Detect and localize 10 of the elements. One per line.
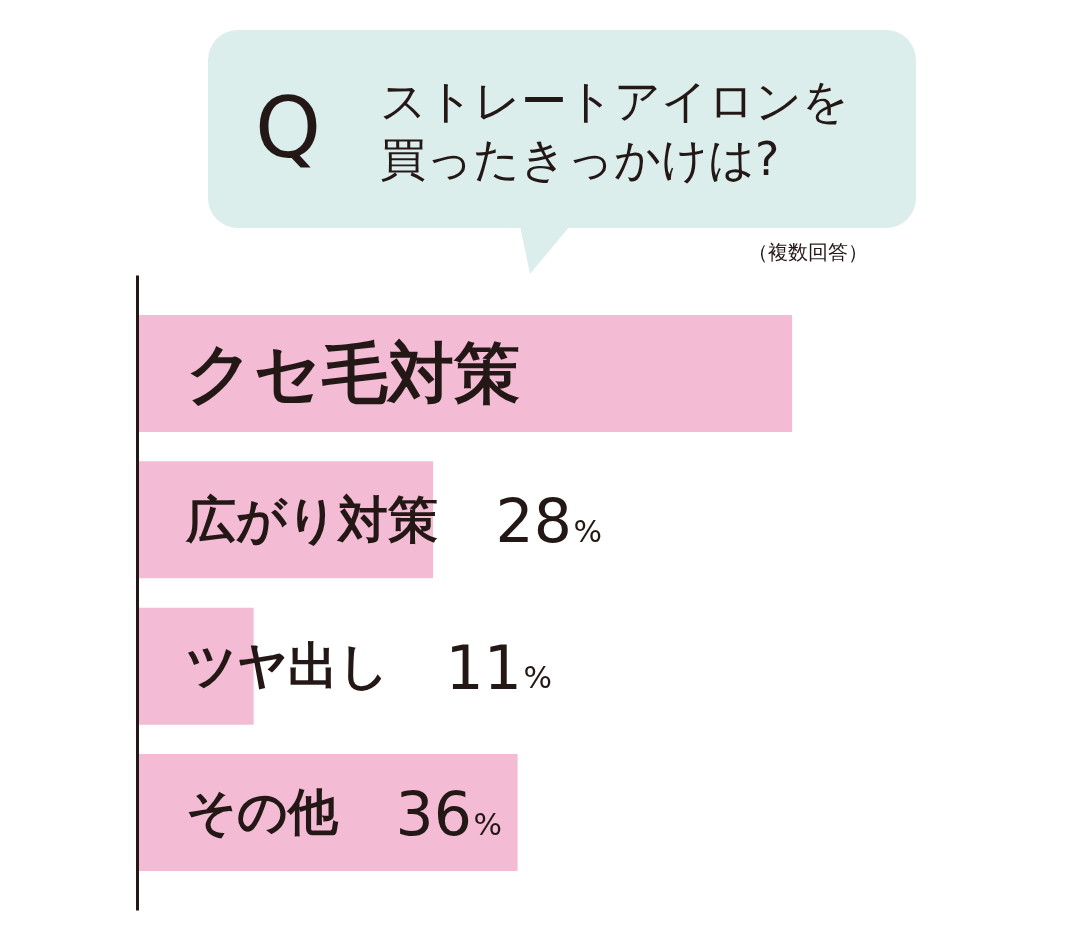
- chart-subtitle: （複数回答）: [748, 239, 868, 266]
- data-label: 28%: [495, 486, 603, 557]
- y-tick-label: 広がり対策: [184, 490, 438, 549]
- y-tick-label: ツヤ出し: [185, 637, 389, 696]
- y-tick-label: その他: [185, 783, 339, 842]
- text: Q: [255, 79, 322, 177]
- y-tick-label: クセ毛対策: [185, 335, 520, 413]
- data-label: 36%: [395, 778, 503, 849]
- data-label: 11%: [445, 632, 553, 703]
- chart-title: ストレートアイロンを買ったきっかけは?: [380, 73, 850, 188]
